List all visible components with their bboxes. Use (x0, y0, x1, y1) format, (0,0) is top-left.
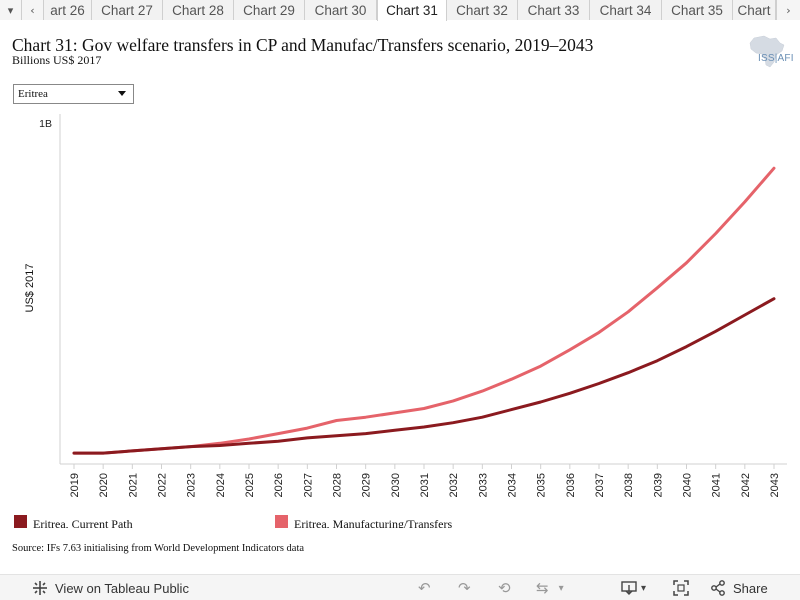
legend-item-manufacturing-transfers[interactable]: Eritrea, Manufacturing/Transfers (275, 514, 452, 528)
refresh-chevron-down-icon: ▾ (558, 582, 564, 594)
x-tick-label: 2043 (769, 473, 781, 497)
view-on-tableau-label: View on Tableau Public (55, 580, 189, 596)
tab-art-26[interactable]: art 26 (44, 0, 92, 20)
y-tick-label: 1B (39, 118, 52, 130)
logo-text: ISS|AFI (758, 53, 794, 64)
chart-legend: Eritrea, Current Path Eritrea, Manufactu… (14, 514, 794, 528)
x-tick-label: 2033 (477, 473, 489, 497)
download-chevron-down-icon: ▾ (641, 582, 647, 594)
x-tick-label: 2030 (390, 473, 402, 497)
legend-label-manufacturing-transfers: Eritrea, Manufacturing/Transfers (294, 517, 453, 528)
tab-chart[interactable]: Chart (733, 0, 776, 20)
chevron-down-icon (118, 91, 126, 96)
undo-button[interactable]: ↶ (418, 575, 431, 600)
share-label: Share (733, 580, 768, 596)
source-note: Source: IFs 7.63 initialising from World… (12, 543, 305, 554)
bottom-toolbar: View on Tableau Public ↶ ↷ ⟲ ⇆ ▾ ▾ (0, 574, 800, 600)
chart-subtitle: Billions US$ 2017 (12, 53, 102, 67)
x-tick-label: 2041 (711, 473, 723, 497)
tab-chart-31[interactable]: Chart 31 (377, 0, 447, 21)
refresh-button[interactable]: ⇆ ▾ (536, 575, 564, 600)
line-chart: 1B 2019 2020 2021 2022 2023 2024 2025 2026 2027 20… (39, 114, 787, 497)
share-icon (711, 580, 725, 596)
x-tick-label: 2019 (69, 473, 81, 497)
share-button[interactable]: Share (710, 575, 768, 600)
tab-chart-28[interactable]: Chart 28 (163, 0, 234, 20)
legend-item-current-path[interactable]: Eritrea, Current Path (14, 514, 133, 528)
x-tick-label: 2038 (623, 473, 635, 497)
tab-chart-27[interactable]: Chart 27 (92, 0, 163, 20)
tab-chart-32[interactable]: Chart 32 (447, 0, 518, 20)
x-tick-label: 2026 (273, 473, 285, 497)
tab-chart-30[interactable]: Chart 30 (305, 0, 377, 20)
tab-chart-33[interactable]: Chart 33 (518, 0, 590, 20)
chart-title: Chart 31: Gov welfare transfers in CP an… (12, 35, 594, 55)
x-tick-label: 2035 (536, 473, 548, 497)
tab-strip: ▾ ‹ art 26 Chart 27 Chart 28 Chart 29 Chart … (0, 0, 800, 21)
x-tick-label: 2039 (652, 473, 664, 497)
x-tick-label: 2034 (507, 473, 519, 497)
x-tick-label: 2029 (361, 473, 373, 497)
x-tick-label: 2040 (682, 473, 694, 497)
redo-button[interactable]: ↷ (458, 575, 471, 600)
x-tick-label: 2028 (332, 473, 344, 497)
download-icon (621, 581, 637, 595)
x-tick-label: 2023 (186, 473, 198, 497)
x-tick-label: 2022 (157, 473, 169, 497)
country-select[interactable]: Eritrea (13, 84, 134, 104)
tab-chart-35[interactable]: Chart 35 (662, 0, 733, 20)
view-on-tableau-link[interactable]: View on Tableau Public (32, 575, 189, 600)
x-tick-label: 2032 (448, 473, 460, 497)
x-tick-label: 2020 (98, 473, 110, 497)
africa-map-logo-icon (749, 35, 785, 68)
download-button[interactable]: ▾ (621, 575, 646, 600)
x-tick-label: 2037 (594, 473, 606, 497)
x-tick-label: 2031 (419, 473, 431, 497)
tab-chart-29[interactable]: Chart 29 (234, 0, 305, 20)
tableau-logo-icon (33, 581, 47, 595)
legend-label-current-path: Eritrea, Current Path (33, 517, 133, 528)
revert-button[interactable]: ⟲ (498, 575, 511, 600)
undo-icon: ↶ (418, 579, 431, 597)
revert-icon: ⟲ (498, 579, 511, 597)
series-line-manufacturing-transfers (72, 166, 776, 455)
tab-scroll-menu-button[interactable]: ▾ (0, 0, 22, 20)
x-tick-label: 2024 (215, 473, 227, 497)
refresh-icon: ⇆ (536, 579, 549, 597)
legend-swatch-manufacturing-transfers (275, 515, 288, 528)
fullscreen-icon (673, 580, 689, 596)
series-line-current-path (72, 297, 776, 455)
fullscreen-button[interactable] (673, 575, 689, 600)
country-select-value: Eritrea (18, 88, 48, 100)
redo-icon: ↷ (458, 579, 471, 597)
tab-scroll-left-button[interactable]: ‹ (22, 0, 44, 20)
x-tick-label: 2027 (302, 473, 314, 497)
tab-chart-34[interactable]: Chart 34 (590, 0, 662, 20)
x-tick-label: 2036 (565, 473, 577, 497)
x-tick-label: 2021 (127, 473, 139, 497)
legend-swatch-current-path (14, 515, 27, 528)
tab-scroll-right-button[interactable]: › (776, 0, 800, 20)
x-tick-label: 2042 (740, 473, 752, 497)
x-tick-label: 2025 (244, 473, 256, 497)
